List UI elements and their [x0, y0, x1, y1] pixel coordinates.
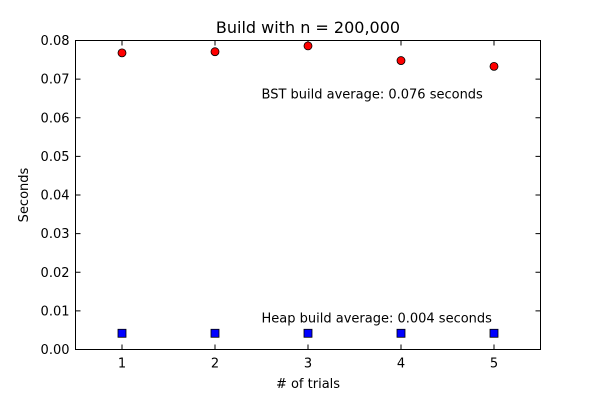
x-tick-label: 3	[304, 357, 312, 372]
data-marks	[117, 41, 499, 338]
x-tick-label: 2	[211, 357, 219, 372]
y-axis-title: Seconds	[17, 167, 32, 222]
y-tick-label: 0.03	[41, 227, 70, 242]
plot-frame	[75, 40, 541, 350]
y-tick-label: 0.02	[41, 266, 70, 281]
x-tick-label: 5	[490, 357, 498, 372]
annotation-label: BST build average: 0.076 seconds	[262, 87, 484, 102]
y-tick-label: 0.07	[41, 73, 70, 88]
chart-title: Build with n = 200,000	[216, 18, 400, 37]
y-tick-label: 0.06	[41, 111, 70, 126]
circle-point	[303, 41, 313, 51]
y-tick-label: 0.08	[41, 34, 70, 49]
square-point	[489, 328, 499, 338]
square-point	[117, 328, 127, 338]
square-point	[396, 328, 406, 338]
circle-point	[396, 56, 406, 65]
y-tick-label: 0.01	[41, 304, 70, 319]
y-tick-label: 0.04	[41, 189, 70, 204]
x-tick-label: 4	[397, 357, 405, 372]
x-tick-label: 1	[118, 357, 126, 372]
y-tick-label: 0.00	[41, 343, 70, 358]
y-tick-label: 0.05	[41, 150, 70, 165]
circle-point	[489, 61, 499, 71]
axis-ticks: 0.00 0.01 0.02 0.03 0.04 0.05 0.06 0.07 0.08 1 2 3 4…	[41, 34, 541, 372]
annotation-label: Heap build average: 0.004 seconds	[262, 311, 493, 326]
circle-point	[210, 47, 220, 57]
square-point	[210, 328, 220, 338]
square-point	[303, 328, 313, 338]
annotations: BST build average: 0.076 seconds Heap bui…	[262, 87, 493, 326]
circle-point	[117, 48, 127, 58]
x-axis-title: # of trials	[276, 377, 340, 392]
